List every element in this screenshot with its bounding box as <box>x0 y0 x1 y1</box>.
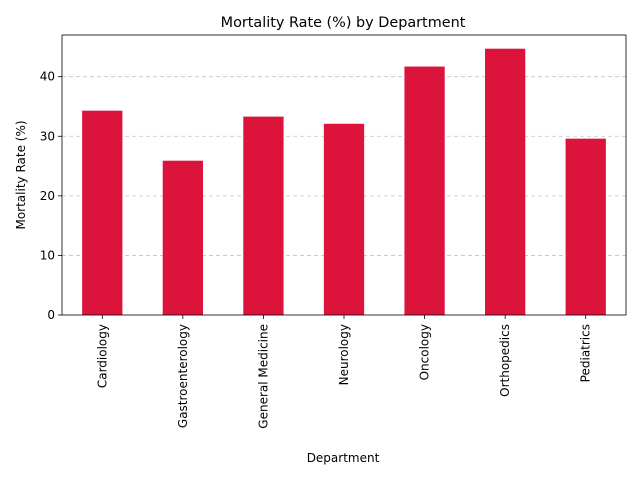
x-tick-label: Neurology <box>337 324 351 385</box>
chart-title: Mortality Rate (%) by Department <box>221 15 466 31</box>
x-ticks: Cardiology Gastroenterology General Medici… <box>95 315 593 429</box>
x-tick-label: Orthopedics <box>498 324 512 397</box>
bars <box>82 48 606 316</box>
bar-general-medicine <box>243 116 284 315</box>
x-tick-label: Cardiology <box>95 324 109 388</box>
y-tick-label: 0 <box>47 308 55 322</box>
y-tick-label: 30 <box>40 129 55 143</box>
bar-cardiology <box>82 110 123 315</box>
y-ticks: 0 10 20 30 40 <box>40 70 62 322</box>
x-tick-label: Oncology <box>418 324 432 380</box>
x-tick-label: Gastroenterology <box>176 324 190 428</box>
x-tick-label: Pediatrics <box>579 324 593 382</box>
y-tick-label: 10 <box>40 248 55 262</box>
bar-oncology <box>404 66 445 316</box>
bar-orthopedics <box>485 48 526 316</box>
y-tick-label: 20 <box>40 189 55 203</box>
x-axis-title: Department <box>307 451 380 465</box>
bar-neurology <box>323 123 365 315</box>
bar-gastroenterology <box>162 160 203 315</box>
y-tick-label: 40 <box>40 70 55 84</box>
x-tick-label: General Medicine <box>256 324 270 429</box>
y-axis-title: Mortality Rate (%) <box>14 120 28 229</box>
bar-pediatrics <box>565 138 606 315</box>
